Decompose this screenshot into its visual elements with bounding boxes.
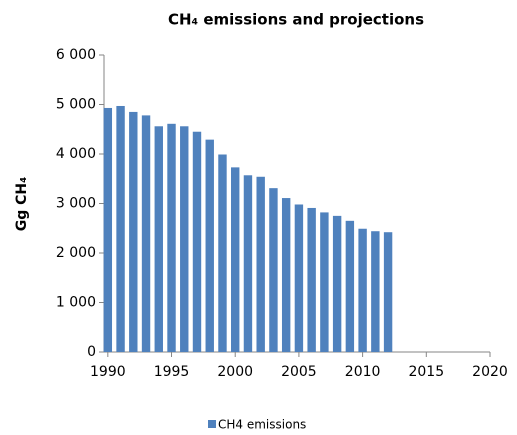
x-tick-label: 1990 xyxy=(90,364,126,380)
bar xyxy=(281,198,291,352)
bar xyxy=(256,176,265,352)
bar xyxy=(167,123,176,353)
bar xyxy=(192,131,202,352)
x-tick-label: 1995 xyxy=(154,364,190,380)
x-tick-label: 2005 xyxy=(281,364,317,380)
legend-label: CH4 emissions xyxy=(218,418,306,432)
bar xyxy=(345,220,355,352)
bar xyxy=(243,175,253,352)
y-axis-label: Gg CH₄ xyxy=(14,177,30,232)
bar xyxy=(180,126,189,352)
x-tick-label: 2015 xyxy=(408,364,444,380)
bar xyxy=(231,167,240,352)
y-tick-label: 5 000 xyxy=(56,97,96,113)
x-tick-label: 2010 xyxy=(345,364,381,380)
y-tick-label: 0 xyxy=(87,344,96,360)
bar xyxy=(205,139,214,352)
y-tick-label: 3 000 xyxy=(56,196,96,212)
bar xyxy=(141,115,151,352)
bar xyxy=(154,126,163,352)
chart-title: CH₄ emissions and projections xyxy=(168,11,424,29)
bar xyxy=(358,228,367,352)
bar xyxy=(218,154,227,352)
bar xyxy=(371,231,380,352)
bar xyxy=(383,232,393,352)
bar xyxy=(320,212,329,352)
x-tick-label: 2020 xyxy=(472,364,508,380)
bar xyxy=(129,111,138,352)
y-tick-label: 6 000 xyxy=(56,47,96,63)
bar xyxy=(116,105,125,352)
bar xyxy=(269,188,278,352)
legend-swatch xyxy=(208,420,216,428)
y-tick-label: 1 000 xyxy=(56,295,96,311)
x-tick-label: 2000 xyxy=(217,364,253,380)
bar xyxy=(103,107,113,352)
bar xyxy=(332,215,342,352)
y-tick-label: 4 000 xyxy=(56,146,96,162)
y-tick-label: 2 000 xyxy=(56,245,96,261)
bar xyxy=(307,207,316,352)
bar xyxy=(294,204,304,352)
